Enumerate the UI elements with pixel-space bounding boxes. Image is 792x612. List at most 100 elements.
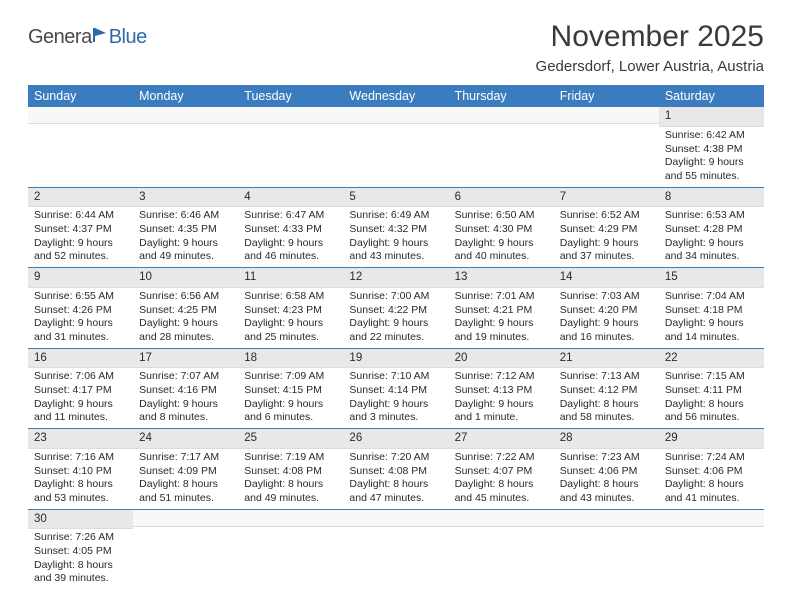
header: Genera Blue November 2025 Gedersdorf, Lo… — [28, 20, 764, 75]
day-line-sr: Sunrise: 7:23 AM — [560, 451, 655, 465]
day-cell: 20Sunrise: 7:12 AMSunset: 4:13 PMDayligh… — [449, 349, 554, 429]
day-number-empty — [554, 510, 659, 527]
day-line-d2: and 43 minutes. — [560, 492, 655, 506]
day-number: 14 — [554, 268, 659, 288]
day-line-sr: Sunrise: 7:22 AM — [455, 451, 550, 465]
day-cell — [554, 510, 659, 590]
day-line-ss: Sunset: 4:11 PM — [665, 384, 760, 398]
day-cell — [343, 510, 448, 590]
day-line-d2: and 55 minutes. — [665, 170, 760, 184]
day-number: 12 — [343, 268, 448, 288]
day-line-d2: and 51 minutes. — [139, 492, 234, 506]
day-number-empty — [133, 107, 238, 124]
day-number: 13 — [449, 268, 554, 288]
day-line-ss: Sunset: 4:13 PM — [455, 384, 550, 398]
day-number: 9 — [28, 268, 133, 288]
day-line-d2: and 37 minutes. — [560, 250, 655, 264]
day-line-ss: Sunset: 4:20 PM — [560, 304, 655, 318]
day-number-empty — [133, 510, 238, 527]
day-line-sr: Sunrise: 6:44 AM — [34, 209, 129, 223]
day-body: Sunrise: 7:23 AMSunset: 4:06 PMDaylight:… — [554, 449, 659, 509]
day-line-d1: Daylight: 8 hours — [34, 559, 129, 573]
day-line-d1: Daylight: 8 hours — [139, 478, 234, 492]
day-cell: 11Sunrise: 6:58 AMSunset: 4:23 PMDayligh… — [238, 268, 343, 348]
day-line-d2: and 1 minute. — [455, 411, 550, 425]
day-line-ss: Sunset: 4:06 PM — [560, 465, 655, 479]
day-line-ss: Sunset: 4:14 PM — [349, 384, 444, 398]
day-line-d1: Daylight: 9 hours — [665, 237, 760, 251]
day-cell: 7Sunrise: 6:52 AMSunset: 4:29 PMDaylight… — [554, 188, 659, 268]
day-body: Sunrise: 6:52 AMSunset: 4:29 PMDaylight:… — [554, 207, 659, 267]
day-cell: 27Sunrise: 7:22 AMSunset: 4:07 PMDayligh… — [449, 429, 554, 509]
day-line-sr: Sunrise: 7:06 AM — [34, 370, 129, 384]
day-body: Sunrise: 7:09 AMSunset: 4:15 PMDaylight:… — [238, 368, 343, 428]
day-number: 22 — [659, 349, 764, 369]
day-line-sr: Sunrise: 7:13 AM — [560, 370, 655, 384]
day-body: Sunrise: 7:00 AMSunset: 4:22 PMDaylight:… — [343, 288, 448, 348]
day-number: 8 — [659, 188, 764, 208]
day-line-d2: and 3 minutes. — [349, 411, 444, 425]
day-line-d2: and 41 minutes. — [665, 492, 760, 506]
day-number: 5 — [343, 188, 448, 208]
day-line-d2: and 6 minutes. — [244, 411, 339, 425]
weekday-label: Monday — [133, 85, 238, 107]
day-line-d1: Daylight: 9 hours — [665, 156, 760, 170]
day-line-d1: Daylight: 8 hours — [244, 478, 339, 492]
day-number: 15 — [659, 268, 764, 288]
day-body: Sunrise: 7:13 AMSunset: 4:12 PMDaylight:… — [554, 368, 659, 428]
day-cell: 10Sunrise: 6:56 AMSunset: 4:25 PMDayligh… — [133, 268, 238, 348]
day-cell: 30Sunrise: 7:26 AMSunset: 4:05 PMDayligh… — [28, 510, 133, 590]
day-line-ss: Sunset: 4:22 PM — [349, 304, 444, 318]
month-title: November 2025 — [536, 20, 764, 54]
day-cell: 19Sunrise: 7:10 AMSunset: 4:14 PMDayligh… — [343, 349, 448, 429]
day-body: Sunrise: 7:01 AMSunset: 4:21 PMDaylight:… — [449, 288, 554, 348]
location-text: Gedersdorf, Lower Austria, Austria — [536, 58, 764, 75]
day-number: 4 — [238, 188, 343, 208]
day-line-sr: Sunrise: 7:17 AM — [139, 451, 234, 465]
logo-part2: Blue — [109, 26, 147, 49]
day-line-d1: Daylight: 9 hours — [349, 398, 444, 412]
day-cell — [554, 107, 659, 187]
day-line-d1: Daylight: 8 hours — [560, 478, 655, 492]
weekday-label: Tuesday — [238, 85, 343, 107]
day-line-sr: Sunrise: 6:50 AM — [455, 209, 550, 223]
day-cell — [449, 510, 554, 590]
day-body: Sunrise: 6:49 AMSunset: 4:32 PMDaylight:… — [343, 207, 448, 267]
day-line-ss: Sunset: 4:37 PM — [34, 223, 129, 237]
weekday-label: Wednesday — [343, 85, 448, 107]
day-number-empty — [343, 510, 448, 527]
day-number: 27 — [449, 429, 554, 449]
day-line-d1: Daylight: 9 hours — [455, 237, 550, 251]
day-line-d2: and 8 minutes. — [139, 411, 234, 425]
day-line-sr: Sunrise: 7:12 AM — [455, 370, 550, 384]
day-line-d2: and 53 minutes. — [34, 492, 129, 506]
day-number-empty — [28, 107, 133, 124]
day-line-d2: and 46 minutes. — [244, 250, 339, 264]
weekday-label: Saturday — [659, 85, 764, 107]
day-number: 21 — [554, 349, 659, 369]
day-number-empty — [449, 510, 554, 527]
day-line-d2: and 45 minutes. — [455, 492, 550, 506]
day-cell: 14Sunrise: 7:03 AMSunset: 4:20 PMDayligh… — [554, 268, 659, 348]
day-cell: 18Sunrise: 7:09 AMSunset: 4:15 PMDayligh… — [238, 349, 343, 429]
day-line-d2: and 28 minutes. — [139, 331, 234, 345]
day-line-d2: and 34 minutes. — [665, 250, 760, 264]
day-body: Sunrise: 7:03 AMSunset: 4:20 PMDaylight:… — [554, 288, 659, 348]
day-line-d2: and 58 minutes. — [560, 411, 655, 425]
day-line-ss: Sunset: 4:05 PM — [34, 545, 129, 559]
day-line-d2: and 16 minutes. — [560, 331, 655, 345]
day-line-d1: Daylight: 8 hours — [349, 478, 444, 492]
day-line-d1: Daylight: 9 hours — [244, 317, 339, 331]
day-line-d2: and 49 minutes. — [244, 492, 339, 506]
day-body: Sunrise: 7:16 AMSunset: 4:10 PMDaylight:… — [28, 449, 133, 509]
day-line-ss: Sunset: 4:12 PM — [560, 384, 655, 398]
day-cell: 23Sunrise: 7:16 AMSunset: 4:10 PMDayligh… — [28, 429, 133, 509]
day-number-empty — [343, 107, 448, 124]
day-cell — [659, 510, 764, 590]
day-line-ss: Sunset: 4:08 PM — [244, 465, 339, 479]
day-line-sr: Sunrise: 6:58 AM — [244, 290, 339, 304]
day-number-empty — [659, 510, 764, 527]
day-line-ss: Sunset: 4:17 PM — [34, 384, 129, 398]
day-number: 18 — [238, 349, 343, 369]
weeks-container: 1Sunrise: 6:42 AMSunset: 4:38 PMDaylight… — [28, 107, 764, 589]
